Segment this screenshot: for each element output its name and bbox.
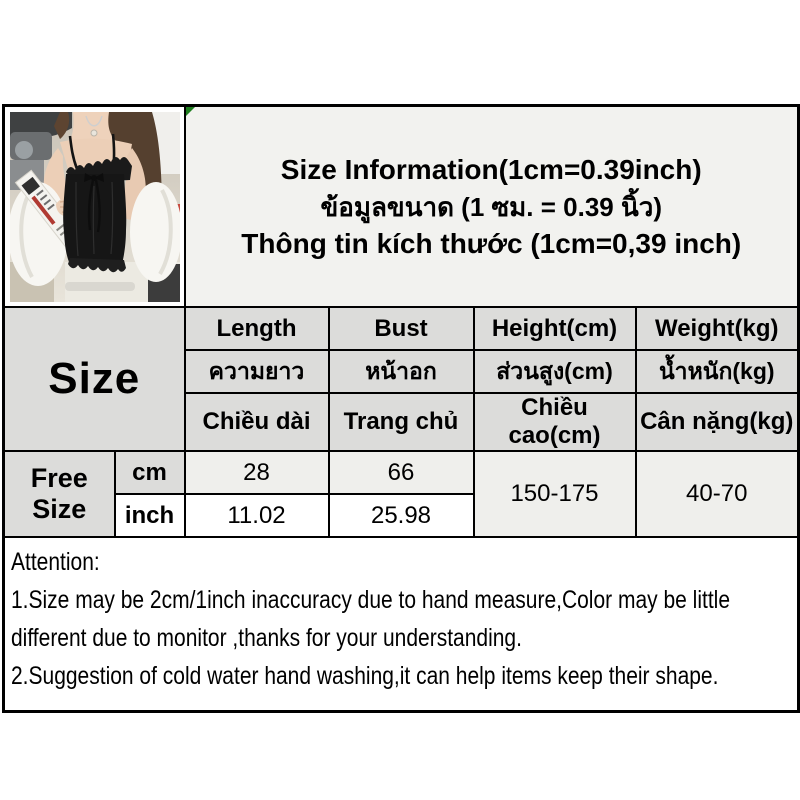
value-length-cm: 28	[183, 450, 330, 495]
attention-line-1: 1.Size may be 2cm/1inch inaccuracy due t…	[11, 586, 731, 614]
green-corner-marker-icon	[186, 107, 195, 116]
row-label-free-size: Free Size	[2, 450, 116, 538]
product-photo-illustration	[9, 111, 180, 302]
attention-heading: Attention:	[11, 548, 100, 576]
attention-line-2: different due to monitor ,thanks for you…	[11, 624, 522, 652]
col-header-weight-vi: Cân nặng(kg)	[634, 392, 800, 452]
product-photo-cell	[2, 104, 186, 308]
value-weight-range: 40-70	[634, 450, 800, 538]
unit-label-inch: inch	[113, 493, 186, 538]
attention-line-3: 2.Suggestion of cold water hand washing,…	[11, 662, 719, 690]
unit-label-cm: cm	[113, 450, 186, 495]
col-header-bust-th: หน้าอก	[327, 349, 475, 394]
col-header-height-en: Height(cm)	[472, 306, 637, 351]
product-photo	[5, 107, 183, 306]
col-header-length-th: ความยาว	[183, 349, 330, 394]
col-header-length-en: Length	[183, 306, 330, 351]
size-chart-sheet: Size Information(1cm=0.39inch) ข้อมูลขนา…	[2, 104, 800, 713]
value-bust-inch: 25.98	[327, 493, 475, 538]
title-vietnamese: Thông tin kích thước (1cm=0,39 inch)	[241, 227, 742, 259]
value-length-inch: 11.02	[183, 493, 330, 538]
col-header-weight-th: น้ำหนัก(kg)	[634, 349, 800, 394]
size-table: Size Information(1cm=0.39inch) ข้อมูลขนา…	[2, 104, 800, 713]
col-header-weight-en: Weight(kg)	[634, 306, 800, 351]
title-cell: Size Information(1cm=0.39inch) ข้อมูลขนา…	[183, 104, 800, 308]
col-header-bust-vi: Trang chủ	[327, 392, 475, 452]
col-header-height-th: ส่วนสูง(cm)	[472, 349, 637, 394]
title-thai: ข้อมูลขนาด (1 ซม. = 0.39 นิ้ว)	[320, 191, 663, 222]
col-header-length-vi: Chiều dài	[183, 392, 330, 452]
value-bust-cm: 66	[327, 450, 475, 495]
col-header-bust-en: Bust	[327, 306, 475, 351]
value-height-range: 150-175	[472, 450, 637, 538]
attention-box: Attention: 1.Size may be 2cm/1inch inacc…	[2, 536, 800, 712]
col-header-height-vi: Chiều cao(cm)	[472, 392, 637, 452]
title-english: Size Information(1cm=0.39inch)	[280, 153, 702, 185]
corner-label-size: Size	[2, 306, 186, 452]
